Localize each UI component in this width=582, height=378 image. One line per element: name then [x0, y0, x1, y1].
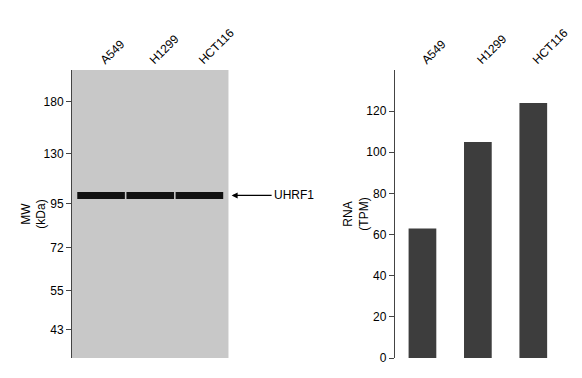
svg-text:HCT116: HCT116	[530, 26, 571, 67]
svg-text:180: 180	[44, 95, 64, 109]
svg-text:A549: A549	[419, 37, 449, 67]
svg-text:72: 72	[50, 241, 64, 255]
svg-text:95: 95	[50, 197, 64, 211]
svg-text:HCT116: HCT116	[196, 26, 237, 67]
svg-text:UHRF1: UHRF1	[274, 188, 314, 202]
svg-text:120: 120	[366, 104, 386, 118]
svg-text:A549: A549	[98, 37, 128, 67]
svg-text:H1299: H1299	[474, 32, 509, 67]
svg-text:55: 55	[50, 284, 64, 298]
svg-text:80: 80	[373, 187, 387, 201]
svg-text:40: 40	[373, 269, 387, 283]
svg-text:130: 130	[44, 147, 64, 161]
svg-text:60: 60	[373, 228, 387, 242]
svg-text:MW(kDa): MW(kDa)	[19, 199, 49, 228]
svg-text:0: 0	[380, 351, 387, 365]
svg-text:H1299: H1299	[147, 32, 182, 67]
svg-text:20: 20	[373, 310, 387, 324]
svg-text:RNA(TPM): RNA(TPM)	[341, 197, 371, 230]
svg-text:100: 100	[366, 145, 386, 159]
svg-text:43: 43	[50, 323, 64, 337]
